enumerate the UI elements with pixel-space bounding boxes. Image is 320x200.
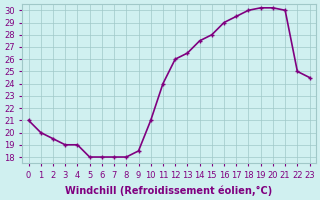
X-axis label: Windchill (Refroidissement éolien,°C): Windchill (Refroidissement éolien,°C) — [65, 185, 273, 196]
